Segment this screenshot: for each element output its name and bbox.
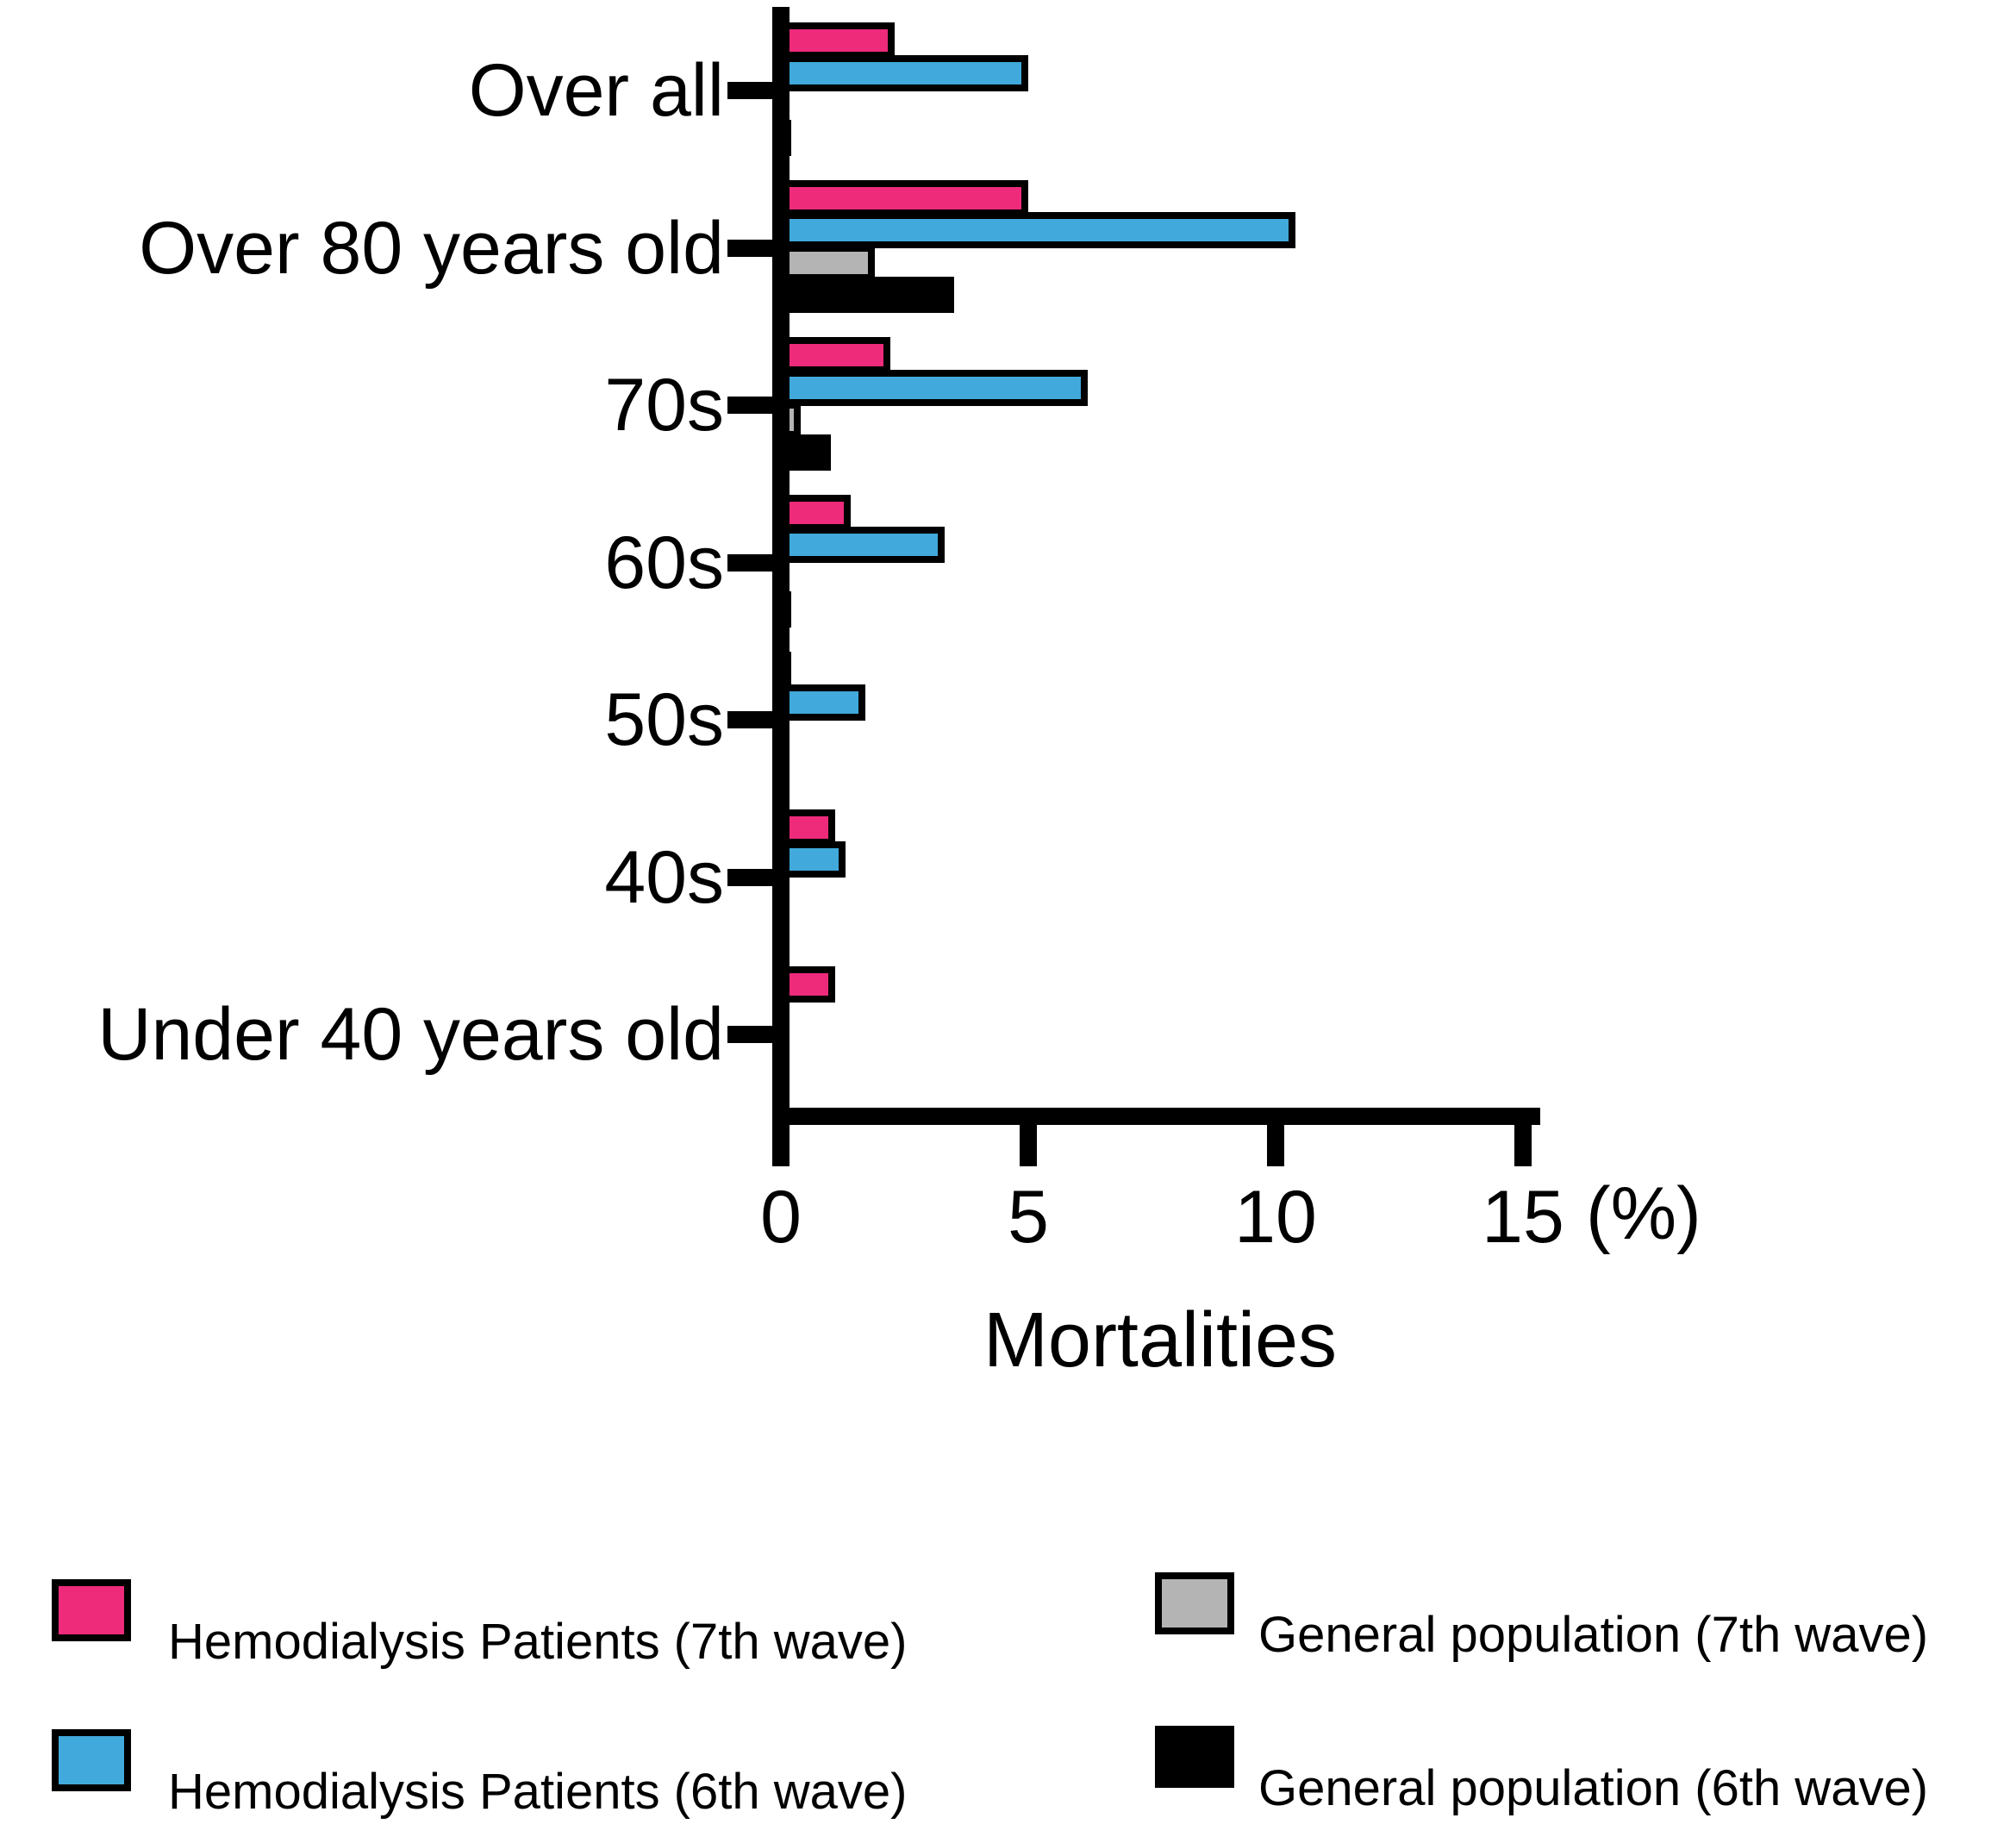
bar bbox=[772, 55, 1028, 91]
x-axis-unit-label: (%) bbox=[1586, 1172, 1701, 1255]
bar bbox=[772, 22, 895, 59]
x-axis-title: Mortalities bbox=[983, 1297, 1338, 1384]
y-axis-line bbox=[772, 7, 790, 1125]
category-label: 40s bbox=[604, 836, 724, 919]
category-label: Under 40 years old bbox=[97, 993, 724, 1076]
bar bbox=[772, 180, 1028, 216]
y-axis-tick bbox=[727, 1026, 781, 1043]
bar bbox=[772, 337, 890, 373]
x-tick-label: 0 bbox=[760, 1176, 802, 1259]
y-axis-tick bbox=[727, 240, 781, 257]
category-label: Over 80 years old bbox=[139, 207, 724, 290]
x-axis-tick bbox=[1514, 1116, 1532, 1166]
bar bbox=[772, 370, 1088, 406]
bar bbox=[772, 212, 1295, 248]
legend-swatch-blue bbox=[52, 1729, 131, 1791]
x-axis-line bbox=[772, 1108, 1540, 1125]
legend-item-hemodialysis-7th-wave: Hemodialysis Patients (7th wave) bbox=[52, 1579, 907, 1672]
category-label: 70s bbox=[604, 364, 724, 447]
legend-item-general-population-7th-wave: General population (7th wave) bbox=[1155, 1572, 1928, 1665]
legend-swatch-black bbox=[1155, 1726, 1234, 1788]
x-axis-tick bbox=[1267, 1116, 1284, 1166]
legend-item-hemodialysis-6th-wave: Hemodialysis Patients (6th wave) bbox=[52, 1729, 907, 1822]
x-axis-tick bbox=[772, 1116, 790, 1166]
x-tick-label: 10 bbox=[1234, 1176, 1317, 1259]
legend-label-general-population-7th-wave: General population (7th wave) bbox=[1258, 1607, 1929, 1663]
bar bbox=[772, 277, 954, 313]
x-axis-tick bbox=[1020, 1116, 1037, 1166]
y-axis-tick bbox=[727, 82, 781, 99]
legend-label-general-population-6th-wave: General population (6th wave) bbox=[1258, 1760, 1929, 1816]
legend-swatch-pink bbox=[52, 1579, 131, 1641]
category-label: 60s bbox=[604, 522, 724, 604]
x-tick-label: 5 bbox=[1008, 1176, 1049, 1259]
y-axis-tick bbox=[727, 397, 781, 414]
y-axis-tick bbox=[727, 711, 781, 728]
y-axis-tick bbox=[727, 554, 781, 572]
category-label: 50s bbox=[604, 678, 724, 761]
category-label: Over all bbox=[468, 49, 724, 132]
legend-label-hemodialysis-6th-wave: Hemodialysis Patients (6th wave) bbox=[168, 1764, 908, 1820]
legend-item-general-population-6th-wave: General population (6th wave) bbox=[1155, 1726, 1928, 1819]
legend-label-hemodialysis-7th-wave: Hemodialysis Patients (7th wave) bbox=[168, 1614, 908, 1670]
y-axis-tick bbox=[727, 869, 781, 886]
legend-swatch-gray bbox=[1155, 1572, 1234, 1634]
bar bbox=[772, 527, 945, 563]
x-tick-label: 15 bbox=[1482, 1176, 1564, 1259]
